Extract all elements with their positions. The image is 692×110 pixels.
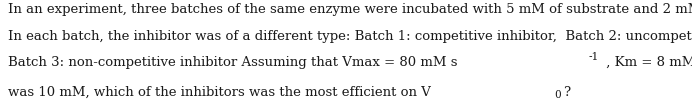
Text: , Km = 8 mM, and K: , Km = 8 mM, and K (601, 56, 692, 69)
Text: -1: -1 (588, 52, 599, 62)
Text: In an experiment, three batches of the same enzyme were incubated with 5 mM of s: In an experiment, three batches of the s… (8, 3, 692, 16)
Text: Batch 3: non-competitive inhibitor Assuming that Vmax = 80 mM s: Batch 3: non-competitive inhibitor Assum… (8, 56, 458, 69)
Text: In each batch, the inhibitor was of a different type: Batch 1: competitive inhib: In each batch, the inhibitor was of a di… (8, 30, 692, 43)
Text: 0: 0 (554, 91, 561, 100)
Text: was 10 mM, which of the inhibitors was the most efficient on V: was 10 mM, which of the inhibitors was t… (8, 86, 431, 99)
Text: ?: ? (563, 86, 570, 99)
